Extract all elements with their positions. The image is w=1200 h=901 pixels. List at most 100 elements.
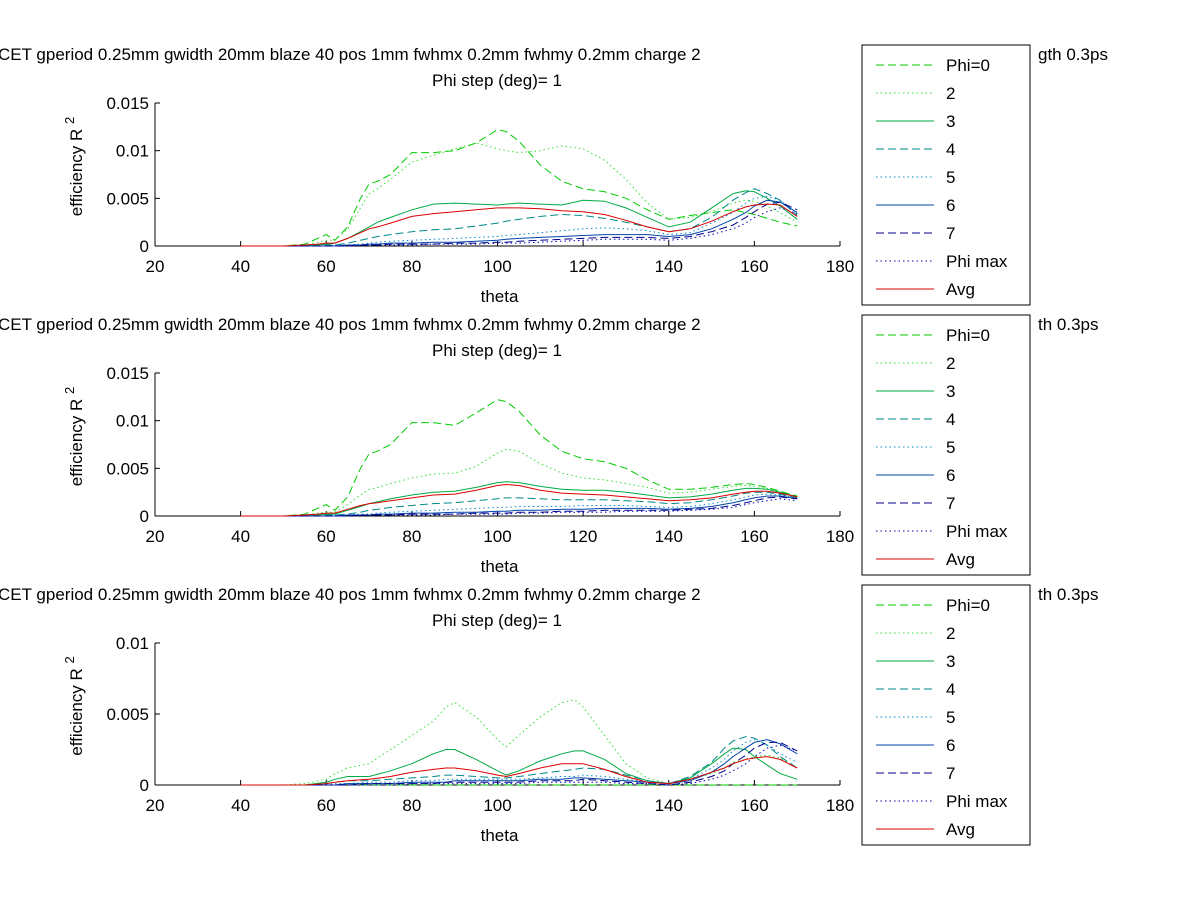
y-tick-label: 0.01 <box>116 142 149 161</box>
x-tick-label: 80 <box>402 257 421 276</box>
y-axis-label: efficiency R 2 <box>62 117 86 217</box>
legend-box <box>861 314 1031 576</box>
series-line-2 <box>240 699 798 786</box>
x-tick-label: 20 <box>146 257 165 276</box>
legend-label: 7 <box>946 764 955 783</box>
x-axis-label: theta <box>481 557 519 576</box>
x-tick-label: 80 <box>402 796 421 815</box>
y-tick-label: 0.015 <box>106 94 149 113</box>
legend-label: 3 <box>946 652 955 671</box>
x-tick-label: 160 <box>740 257 768 276</box>
chart-title: CET gperiod 0.25mm gwidth 20mm blaze 40 … <box>0 315 701 334</box>
y-tick-label: 0.005 <box>106 459 149 478</box>
legend-label: 2 <box>946 354 955 373</box>
x-tick-label: 80 <box>402 527 421 546</box>
y-axis-label: efficiency R 2 <box>62 656 86 756</box>
series-line-phi-0 <box>240 399 798 517</box>
x-tick-label: 100 <box>483 796 511 815</box>
legend-label: Avg <box>946 820 975 839</box>
legend: Phi=0 2 3 4 5 6 7 Phi max Avg <box>861 314 1031 576</box>
series-line-phi-max <box>240 744 798 786</box>
x-tick-label: 40 <box>231 257 250 276</box>
series-line-2 <box>240 142 798 247</box>
legend-box <box>861 44 1031 306</box>
chart-subtitle: Phi step (deg)= 1 <box>432 71 562 90</box>
x-tick-label: 180 <box>826 527 854 546</box>
x-tick-label: 100 <box>483 527 511 546</box>
series-line-avg <box>240 483 798 517</box>
legend-label: 2 <box>946 624 955 643</box>
x-tick-label: 40 <box>231 796 250 815</box>
legend-label: 7 <box>946 224 955 243</box>
series-line-4 <box>240 736 798 786</box>
legend-label: 4 <box>946 140 955 159</box>
legend-label: Avg <box>946 550 975 569</box>
legend-label: Phi=0 <box>946 326 990 345</box>
legend-label: Phi max <box>946 792 1008 811</box>
legend-label: Phi=0 <box>946 596 990 615</box>
x-tick-label: 180 <box>826 796 854 815</box>
x-tick-label: 140 <box>655 796 683 815</box>
series-line-phi-max <box>240 498 798 517</box>
chart-panel-3: CET gperiod 0.25mm gwidth 20mm blaze 40 … <box>0 584 1099 846</box>
legend-label: 4 <box>946 680 955 699</box>
x-axis-label: theta <box>481 287 519 306</box>
legend-label: 5 <box>946 168 955 187</box>
legend-label: 3 <box>946 382 955 401</box>
y-tick-label: 0.01 <box>116 634 149 653</box>
x-tick-label: 140 <box>655 257 683 276</box>
chart-title: CET gperiod 0.25mm gwidth 20mm blaze 40 … <box>0 585 701 604</box>
chart-subtitle: Phi step (deg)= 1 <box>432 341 562 360</box>
x-tick-label: 60 <box>317 527 336 546</box>
legend-label: 6 <box>946 736 955 755</box>
y-tick-label: 0 <box>140 776 149 795</box>
legend-label: Phi=0 <box>946 56 990 75</box>
x-tick-label: 180 <box>826 257 854 276</box>
legend: Phi=0 2 3 4 5 6 7 Phi max Avg <box>861 584 1031 846</box>
series-line-3 <box>240 190 798 247</box>
legend-label: 7 <box>946 494 955 513</box>
series-line-phi-max <box>240 207 798 247</box>
chart-title-tail: th 0.3ps <box>1038 315 1099 334</box>
legend-box <box>861 584 1031 846</box>
series-line-7 <box>240 201 798 247</box>
y-tick-label: 0.01 <box>116 412 149 431</box>
y-tick-label: 0.015 <box>106 364 149 383</box>
x-tick-label: 160 <box>740 796 768 815</box>
y-tick-label: 0.005 <box>106 189 149 208</box>
series-line-avg <box>240 756 798 786</box>
series-line-avg <box>240 203 798 247</box>
x-tick-label: 20 <box>146 527 165 546</box>
chart-subtitle: Phi step (deg)= 1 <box>432 611 562 630</box>
legend-label: 4 <box>946 410 955 429</box>
legend-label: 6 <box>946 466 955 485</box>
series-line-7 <box>240 741 798 786</box>
legend-label: 5 <box>946 708 955 727</box>
x-tick-label: 120 <box>569 527 597 546</box>
x-tick-label: 60 <box>317 796 336 815</box>
chart-title-tail: th 0.3ps <box>1038 585 1099 604</box>
x-tick-label: 100 <box>483 257 511 276</box>
series-line-6 <box>240 739 798 786</box>
series-line-4 <box>240 188 798 247</box>
legend-label: Phi max <box>946 522 1008 541</box>
series-line-3 <box>240 747 798 786</box>
chart-title: CET gperiod 0.25mm gwidth 20mm blaze 40 … <box>0 45 701 64</box>
series-line-7 <box>240 496 798 517</box>
y-axis-label: efficiency R 2 <box>62 387 86 487</box>
x-tick-label: 60 <box>317 257 336 276</box>
y-tick-label: 0 <box>140 507 149 526</box>
legend-label: Avg <box>946 280 975 299</box>
series-line-5 <box>240 493 798 517</box>
x-tick-label: 120 <box>569 796 597 815</box>
x-tick-label: 140 <box>655 527 683 546</box>
x-axis-label: theta <box>481 826 519 845</box>
legend-label: 2 <box>946 84 955 103</box>
y-tick-label: 0.005 <box>106 705 149 724</box>
legend-label: 5 <box>946 438 955 457</box>
chart-panel-1: CET gperiod 0.25mm gwidth 20mm blaze 40 … <box>0 44 1108 306</box>
chart-title-tail: gth 0.3ps <box>1038 45 1108 64</box>
series-line-4 <box>240 491 798 517</box>
legend-label: Phi max <box>946 252 1008 271</box>
chart-panel-2: CET gperiod 0.25mm gwidth 20mm blaze 40 … <box>0 314 1099 576</box>
